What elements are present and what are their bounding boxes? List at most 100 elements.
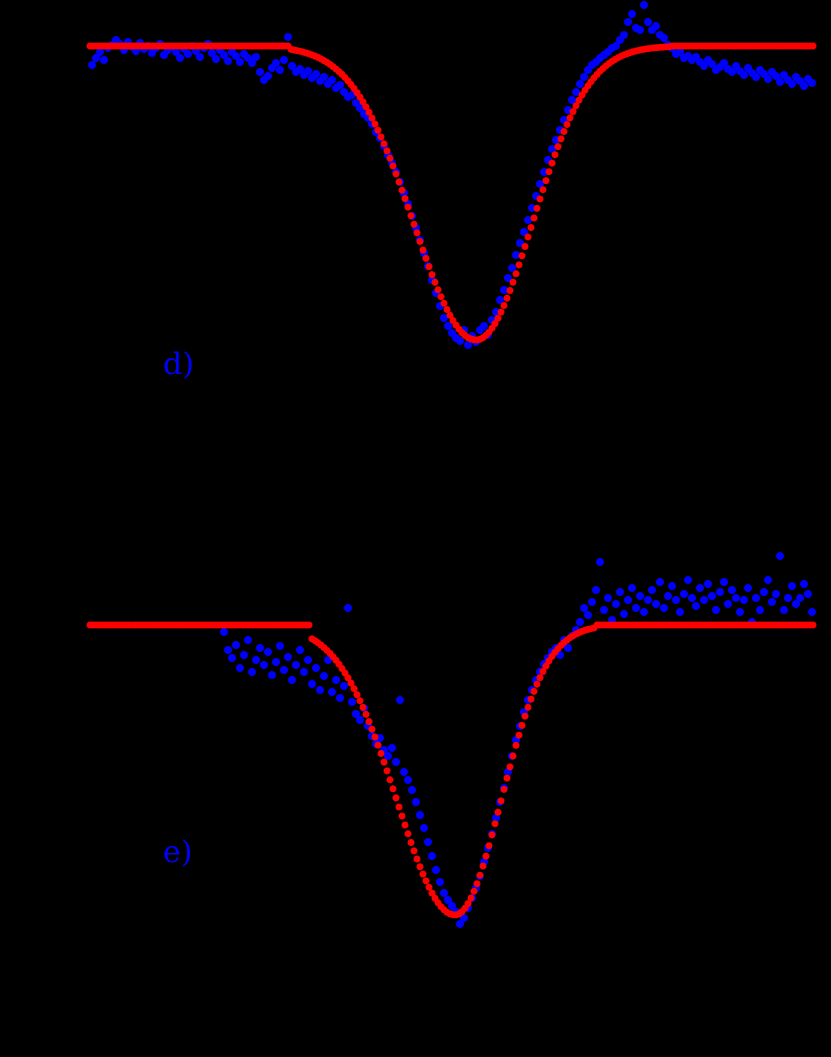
data-point	[648, 586, 656, 594]
data-point	[596, 558, 604, 566]
data-point	[296, 646, 304, 654]
data-point	[480, 322, 488, 330]
data-point	[764, 576, 772, 584]
data-point	[220, 51, 228, 59]
data-point	[780, 606, 788, 614]
data-point	[356, 104, 364, 112]
fit-point	[491, 320, 499, 328]
fit-point	[542, 662, 550, 670]
fit-point	[470, 887, 478, 895]
fit-point	[377, 750, 385, 757]
data-point	[676, 48, 684, 56]
data-point	[684, 576, 692, 584]
fit-point	[374, 126, 382, 134]
data-point	[296, 65, 304, 73]
fit-point	[401, 195, 409, 203]
data-point	[772, 72, 780, 80]
data-point	[492, 814, 500, 822]
data-point	[788, 582, 796, 590]
data-point	[352, 710, 360, 718]
fit-point	[809, 621, 817, 629]
fit-point	[419, 246, 427, 254]
data-point	[252, 656, 260, 664]
data-point	[788, 80, 796, 88]
data-point	[256, 644, 264, 652]
fit-point	[569, 108, 577, 116]
data-point	[756, 606, 764, 614]
data-point	[808, 608, 816, 616]
fit-point	[383, 767, 391, 775]
fit-point	[446, 311, 454, 319]
fit-point	[305, 621, 313, 629]
data-point	[668, 582, 676, 590]
fit-point	[467, 894, 475, 902]
fit-point	[395, 178, 403, 186]
panel-d-label: d)	[163, 347, 194, 382]
data-point	[440, 889, 448, 897]
data-point	[716, 588, 724, 596]
fit-point	[551, 151, 559, 159]
data-point	[700, 62, 708, 70]
panel-e-plot	[86, 552, 817, 928]
data-point	[460, 914, 468, 922]
data-point	[492, 308, 500, 316]
data-point	[284, 33, 292, 41]
fit-point	[494, 808, 502, 816]
data-point	[692, 602, 700, 610]
fit-point	[512, 270, 520, 278]
data-point	[636, 26, 644, 34]
fit-point	[428, 889, 436, 897]
panel-d-fit-curve	[86, 42, 817, 344]
data-point	[356, 716, 364, 724]
fit-point	[422, 254, 430, 262]
fit-point	[506, 287, 514, 294]
data-point	[100, 56, 108, 64]
data-point	[584, 611, 592, 619]
fit-point	[503, 774, 511, 782]
fit-point	[479, 862, 487, 870]
data-point	[272, 59, 280, 67]
fit-point	[536, 195, 544, 203]
fit-point	[395, 803, 403, 811]
fit-point	[383, 147, 391, 155]
data-point	[688, 594, 696, 602]
fit-point	[350, 685, 358, 693]
fit-point	[392, 170, 400, 178]
data-point	[404, 776, 412, 784]
fit-point	[389, 785, 397, 793]
data-point	[184, 50, 192, 58]
data-point	[304, 656, 312, 664]
fit-point	[554, 143, 562, 151]
data-point	[660, 604, 668, 612]
fit-point	[377, 133, 385, 141]
fit-point	[539, 186, 547, 194]
fit-point	[374, 741, 382, 749]
data-point	[300, 668, 308, 676]
data-point	[772, 590, 780, 598]
fit-point	[497, 308, 505, 316]
data-point	[344, 604, 352, 612]
data-point	[340, 682, 348, 690]
data-point	[220, 628, 228, 636]
fit-point	[401, 821, 409, 829]
fit-point	[407, 839, 415, 846]
data-point	[304, 67, 312, 75]
data-point	[536, 180, 544, 188]
data-point	[496, 296, 504, 304]
data-point	[284, 653, 292, 661]
fit-point	[509, 278, 517, 286]
fit-point	[443, 306, 451, 313]
data-point	[708, 60, 716, 68]
data-point	[392, 758, 400, 766]
data-point	[728, 586, 736, 594]
data-point	[724, 600, 732, 608]
data-point	[172, 48, 180, 56]
fit-point	[503, 294, 511, 302]
fit-point	[464, 900, 472, 908]
data-point	[248, 668, 256, 676]
fit-point	[533, 680, 541, 688]
data-point	[288, 62, 296, 70]
fit-point	[809, 42, 817, 50]
data-point	[328, 688, 336, 696]
